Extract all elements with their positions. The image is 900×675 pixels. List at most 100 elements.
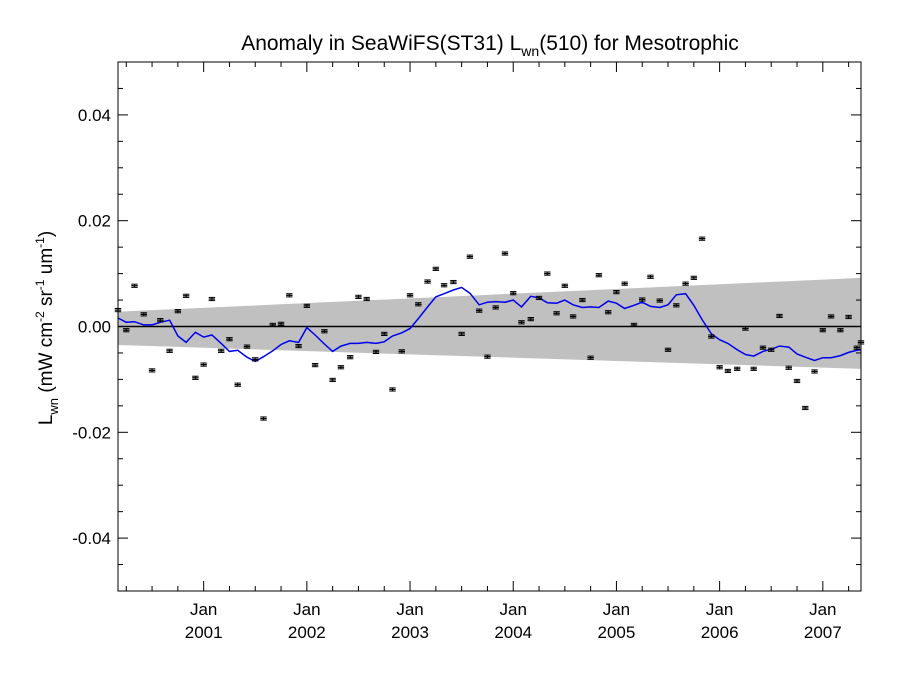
data-point	[802, 405, 809, 411]
data-point	[544, 271, 551, 276]
y-tick-label: -0.02	[72, 423, 111, 442]
data-point	[243, 344, 251, 349]
data-point	[217, 348, 225, 353]
data-point	[793, 378, 801, 384]
data-point	[698, 236, 706, 241]
x-tick-year: 2006	[701, 623, 739, 642]
x-tick-year: 2005	[598, 623, 636, 642]
data-point	[363, 296, 370, 302]
y-axis-label: Lwn (mW cm-2 sr-1 um-1)	[33, 231, 61, 425]
data-point	[174, 309, 182, 314]
data-point	[621, 281, 628, 286]
data-point	[140, 312, 147, 317]
data-point	[466, 254, 474, 259]
data-point	[475, 308, 483, 313]
data-point	[553, 311, 560, 316]
data-point	[510, 291, 517, 296]
data-point	[166, 348, 173, 353]
data-point	[131, 283, 138, 288]
data-point	[329, 377, 336, 383]
x-tick-year: 2004	[494, 623, 532, 642]
uncertainty-band	[118, 277, 861, 369]
data-point	[501, 251, 509, 256]
data-point	[295, 343, 302, 349]
data-point	[613, 290, 620, 295]
data-point	[837, 328, 844, 333]
data-point	[148, 368, 156, 373]
data-point	[750, 366, 757, 371]
data-point	[569, 314, 577, 319]
data-point	[595, 273, 603, 278]
data-point	[535, 295, 543, 301]
data-point	[561, 283, 569, 288]
data-point	[182, 293, 190, 298]
x-tick-month: Jan	[190, 600, 217, 619]
data-point	[277, 321, 285, 326]
data-point	[450, 279, 457, 285]
data-point	[234, 382, 241, 387]
running-mean-line	[117, 286, 862, 363]
data-point	[252, 357, 259, 362]
data-point	[192, 375, 199, 380]
data-point	[759, 345, 767, 350]
data-point	[587, 355, 594, 360]
data-point	[303, 303, 311, 308]
x-tick-year: 2007	[804, 623, 842, 642]
data-point	[785, 365, 792, 370]
y-tick-label: 0.00	[78, 318, 111, 337]
data-point	[311, 363, 319, 368]
y-tick-label: -0.04	[72, 529, 111, 548]
data-point	[458, 331, 465, 337]
data-point	[682, 281, 689, 286]
data-point	[690, 275, 698, 280]
y-tick-label: 0.02	[78, 212, 111, 231]
data-point	[440, 283, 448, 288]
data-point	[200, 362, 207, 367]
y-tick-label: 0.04	[78, 106, 111, 125]
data-point	[518, 320, 525, 325]
data-point	[776, 313, 783, 319]
data-point	[664, 347, 672, 352]
x-tick-year: 2003	[391, 623, 429, 642]
data-point	[768, 347, 775, 352]
data-point	[819, 328, 827, 333]
data-point	[724, 368, 732, 374]
data-point	[355, 294, 362, 299]
data-point	[639, 297, 646, 302]
data-point	[673, 303, 680, 308]
data-point	[415, 302, 422, 307]
data-point	[492, 305, 499, 310]
data-point	[716, 365, 723, 370]
data-point	[656, 298, 663, 303]
x-tick-month: Jan	[706, 600, 733, 619]
data-point	[381, 331, 388, 337]
x-tick-month: Jan	[500, 600, 527, 619]
data-point	[337, 365, 345, 370]
data-point	[630, 322, 638, 328]
x-tick-month: Jan	[603, 600, 630, 619]
data-point	[811, 369, 818, 374]
data-point	[321, 329, 328, 334]
data-point	[398, 349, 405, 354]
data-point	[527, 316, 534, 322]
data-point	[853, 345, 861, 350]
data-point	[372, 349, 380, 354]
x-tick-year: 2001	[185, 623, 223, 642]
x-tick-month: Jan	[396, 600, 423, 619]
data-point	[579, 297, 586, 303]
data-point	[432, 266, 440, 271]
data-point	[226, 337, 233, 342]
data-point	[346, 355, 354, 360]
data-point	[424, 279, 431, 284]
data-point	[269, 322, 276, 328]
x-tick-year: 2002	[288, 623, 326, 642]
data-point	[157, 318, 164, 323]
data-point	[827, 314, 835, 319]
x-tick-month: Jan	[809, 600, 836, 619]
data-point	[742, 326, 749, 331]
data-point	[123, 328, 130, 333]
data-point	[484, 354, 491, 359]
data-point	[733, 366, 741, 371]
data-point	[208, 296, 216, 302]
data-point	[286, 293, 293, 298]
